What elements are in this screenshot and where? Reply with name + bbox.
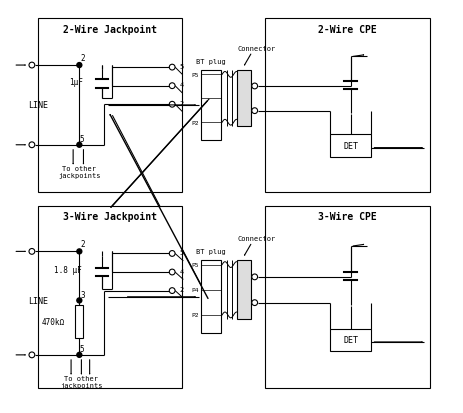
Text: DET: DET [343,336,357,344]
Circle shape [29,142,35,148]
Text: 5: 5 [179,249,183,256]
Text: LINE: LINE [28,101,48,110]
Text: 5: 5 [79,344,83,354]
Text: P2: P2 [191,121,199,126]
Bar [38,19,182,192]
Circle shape [77,298,81,303]
Circle shape [169,83,175,89]
Circle shape [251,274,257,280]
Circle shape [29,63,35,69]
Text: 4: 4 [179,82,183,88]
Bar [75,305,83,339]
Text: 2: 2 [179,101,183,107]
Bar [200,71,220,140]
Circle shape [251,84,257,90]
Circle shape [77,353,81,358]
Circle shape [169,251,175,257]
Text: P5: P5 [191,73,199,78]
Circle shape [29,249,35,255]
Text: 4: 4 [179,268,183,274]
Bar [237,261,250,319]
Text: 2-Wire Jackpoint: 2-Wire Jackpoint [63,24,157,35]
Text: LINE: LINE [28,296,48,305]
Text: 2: 2 [80,240,85,249]
Text: 1μF: 1μF [69,78,83,87]
Text: To other
jackpoints: To other jackpoints [60,375,102,388]
Circle shape [169,102,175,108]
Text: BT plug: BT plug [196,59,225,65]
Text: P5: P5 [191,262,199,268]
Text: 3-Wire Jackpoint: 3-Wire Jackpoint [63,212,157,222]
Text: Connector: Connector [237,235,275,241]
Bar [264,19,429,192]
Bar [200,261,220,333]
Text: To other
jackpoints: To other jackpoints [58,166,100,179]
Text: 5: 5 [179,64,183,70]
Text: Connector: Connector [237,45,275,52]
Text: P4: P4 [191,287,199,292]
Bar [237,71,250,127]
Text: DET: DET [343,142,357,151]
Text: 5: 5 [79,135,83,144]
Bar [38,206,182,388]
Circle shape [169,65,175,71]
Text: BT plug: BT plug [196,249,225,255]
Circle shape [169,288,175,294]
Circle shape [169,269,175,275]
Text: 2: 2 [179,287,183,293]
Text: 1.8 μF: 1.8 μF [54,266,82,275]
Bar [264,206,429,388]
Text: P2: P2 [191,313,199,318]
Text: 2-Wire CPE: 2-Wire CPE [318,24,376,35]
Text: 3: 3 [80,290,85,299]
Circle shape [77,64,81,69]
Circle shape [77,143,81,148]
Text: 3-Wire CPE: 3-Wire CPE [318,212,376,222]
Text: 2: 2 [80,54,85,63]
Circle shape [29,352,35,358]
Bar [330,135,371,157]
Circle shape [77,249,81,254]
Circle shape [251,300,257,306]
Circle shape [251,109,257,114]
Bar [330,329,371,351]
Text: 470kΩ: 470kΩ [42,317,65,326]
